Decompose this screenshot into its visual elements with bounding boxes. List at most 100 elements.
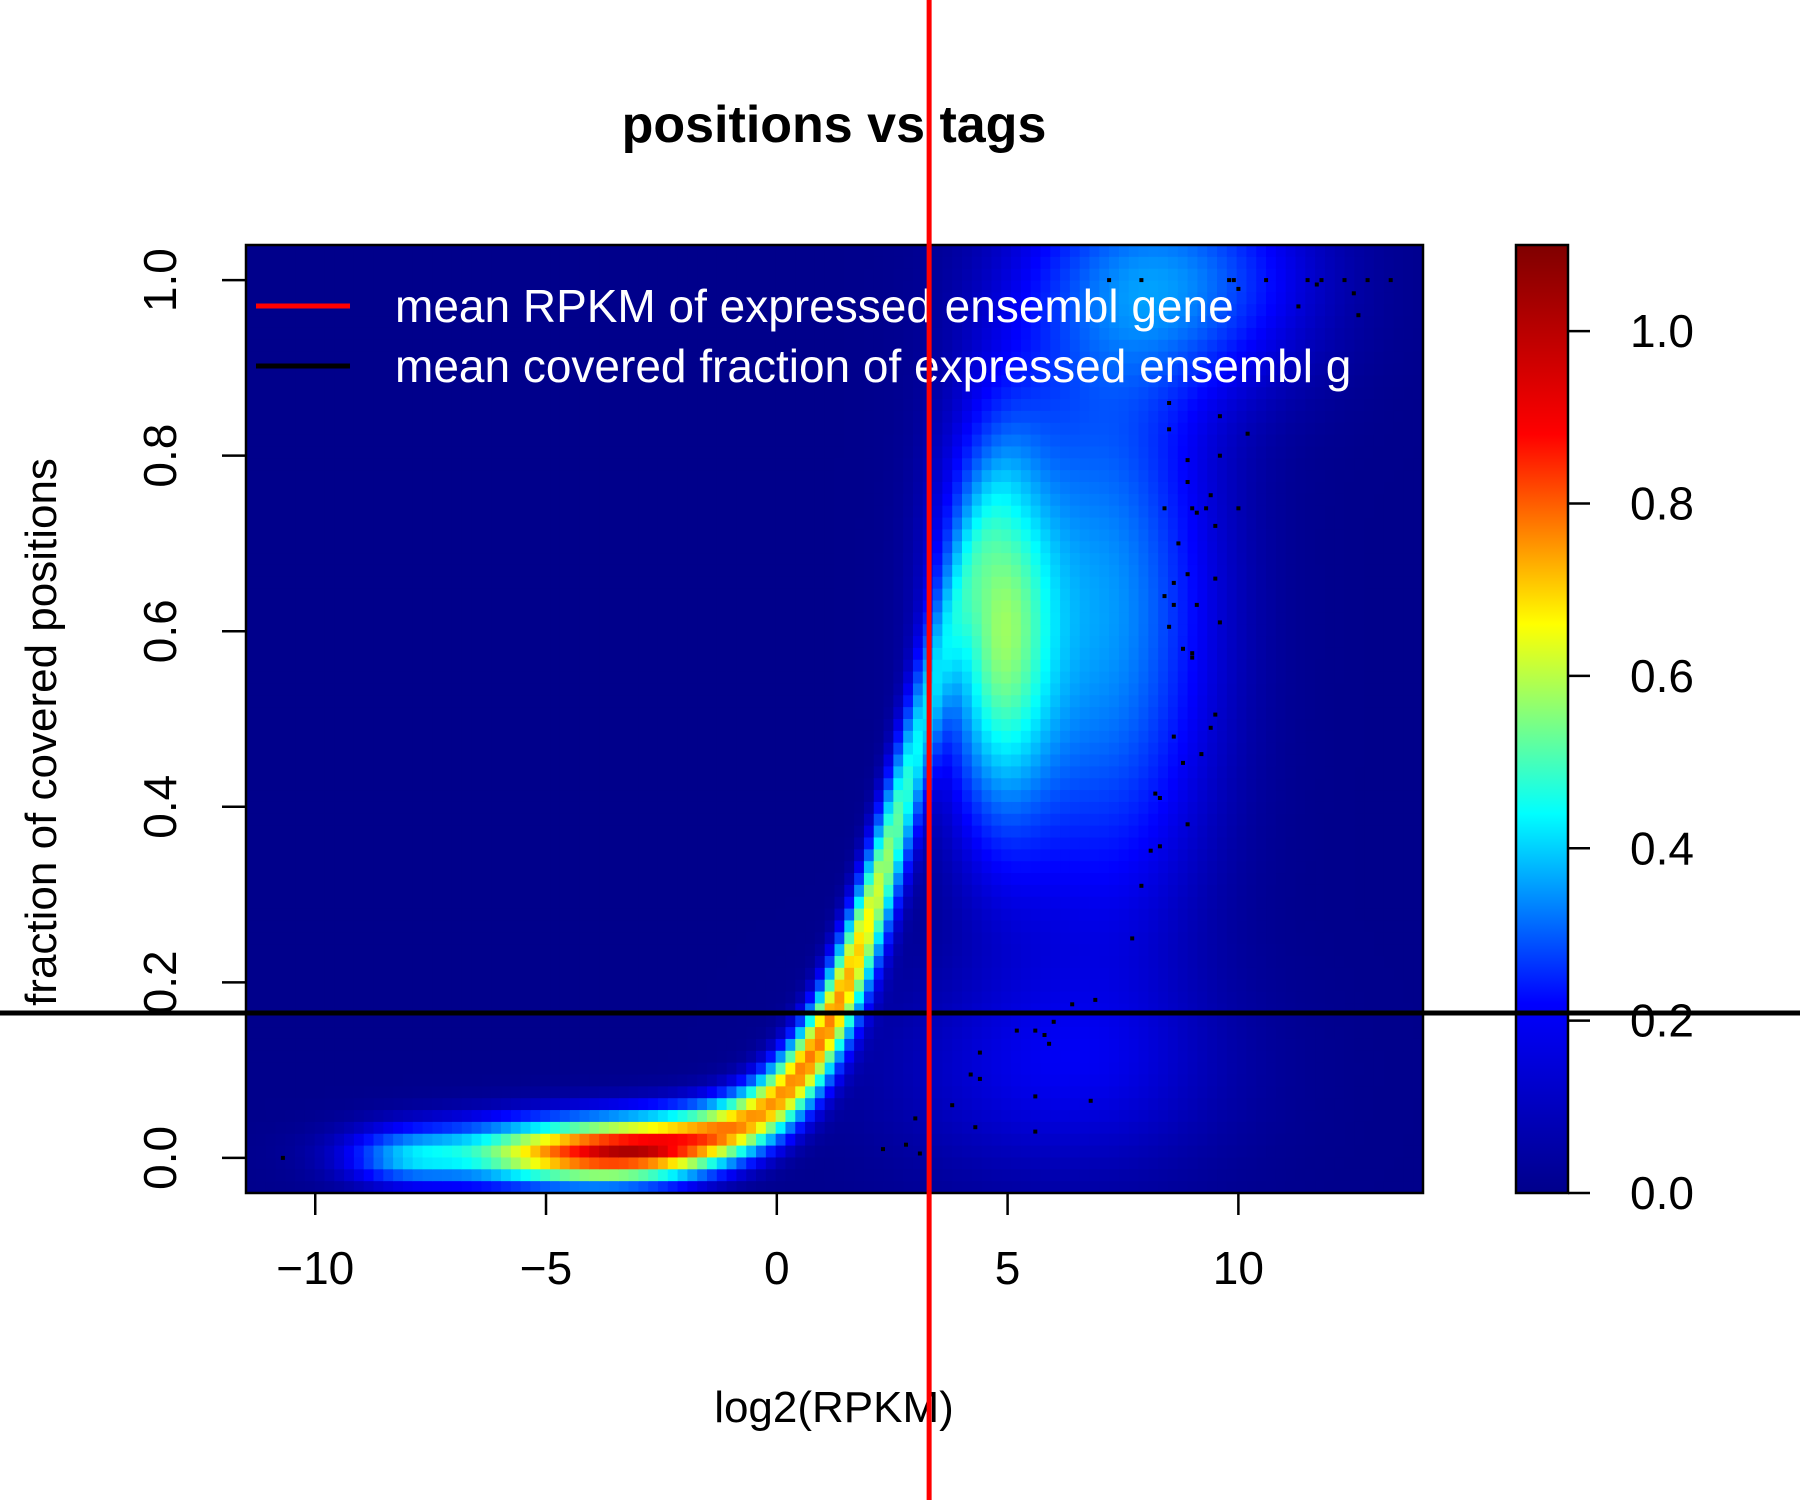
density-cell [628, 434, 639, 448]
density-cell [618, 636, 630, 649]
density-cell [559, 896, 571, 910]
density-cell [589, 245, 600, 258]
density-cell [275, 1181, 286, 1193]
density-cell [363, 1157, 375, 1170]
density-cell [383, 766, 394, 779]
density-cell [844, 1062, 855, 1076]
density-cell [677, 1027, 688, 1040]
density-cell [677, 1181, 688, 1193]
density-cell [706, 1157, 718, 1170]
density-cell [334, 719, 345, 732]
density-cell [383, 517, 394, 530]
density-cell [824, 1157, 836, 1170]
density-cell [265, 849, 277, 862]
density-cell [824, 1050, 836, 1064]
density-cell [667, 1038, 679, 1052]
density-cell [491, 1050, 502, 1064]
density-cell [746, 600, 757, 613]
density-cell [520, 339, 532, 353]
density-cell [275, 884, 286, 898]
density-cell [550, 932, 561, 945]
density-cell [569, 884, 581, 898]
density-cell [589, 647, 600, 661]
density-cell [501, 979, 512, 993]
density-cell [540, 837, 551, 850]
density-cell [275, 268, 286, 282]
density-cell [255, 896, 267, 910]
density-cell [246, 730, 257, 744]
density-cell [383, 434, 394, 448]
density-cell [785, 944, 796, 957]
density-cell [805, 517, 816, 530]
density-cell [304, 683, 316, 696]
density-cell [393, 647, 404, 661]
density-cell [706, 470, 718, 483]
density-cell [765, 944, 777, 957]
density-cell [726, 399, 738, 412]
density-cell [373, 434, 384, 448]
density-cell [246, 719, 257, 732]
density-cell [589, 837, 600, 850]
density-cell [275, 1003, 286, 1016]
density-cell [697, 564, 708, 578]
density-cell [520, 1181, 532, 1193]
density-cell [775, 956, 787, 969]
density-cell [383, 387, 394, 400]
density-cell [726, 1086, 738, 1099]
density-cell [579, 849, 590, 862]
density-cell [373, 316, 384, 329]
density-cell [746, 920, 757, 933]
plot-area [244, 243, 1425, 1195]
density-cell [638, 256, 649, 270]
density-cell [589, 564, 600, 578]
density-cell [304, 363, 316, 376]
density-cell [442, 908, 453, 922]
density-cell [599, 991, 610, 1004]
density-cell [608, 813, 620, 827]
density-cell [775, 1074, 787, 1087]
density-cell [667, 482, 679, 495]
density-cell [765, 446, 777, 459]
density-cell [246, 825, 257, 839]
density-cell [314, 1181, 326, 1193]
density-cell [608, 1133, 620, 1147]
density-cell [579, 1121, 590, 1135]
density-cell [677, 327, 688, 341]
density-cell [304, 754, 316, 767]
density-cell [461, 588, 473, 602]
density-cell [442, 422, 453, 436]
density-cell [501, 967, 512, 981]
density-cell [795, 612, 806, 625]
density-cell [854, 375, 865, 388]
density-cell [775, 1181, 787, 1193]
density-cell [481, 790, 492, 803]
density-cell [844, 434, 855, 448]
density-cell [726, 861, 738, 874]
density-cell [814, 600, 826, 613]
density-cell [295, 517, 306, 530]
density-cell [618, 292, 630, 305]
density-cell [491, 1181, 502, 1193]
density-cell [559, 837, 571, 850]
density-cell [657, 1098, 669, 1111]
density-cell [304, 695, 316, 708]
density-cell [412, 636, 424, 649]
density-cell [618, 245, 630, 258]
density-cell [295, 1169, 306, 1182]
density-cell [451, 730, 463, 744]
density-cell [608, 896, 620, 910]
density-cell [491, 813, 502, 827]
density-cell [353, 695, 365, 708]
density-cell [608, 268, 620, 282]
density-cell [422, 861, 433, 874]
density-cell [285, 896, 296, 910]
density-cell [451, 588, 463, 602]
density-cell [706, 636, 718, 649]
density-cell [736, 470, 747, 483]
density-cell [550, 801, 561, 815]
density-cell [834, 316, 845, 329]
density-cell [520, 564, 532, 578]
density-cell [736, 790, 747, 803]
density-cell [314, 529, 326, 542]
density-cell [520, 1062, 532, 1076]
